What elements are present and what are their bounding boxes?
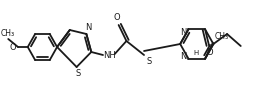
Text: CH₃: CH₃ [215, 32, 229, 41]
Text: CH₃: CH₃ [0, 30, 14, 39]
Text: O: O [10, 42, 16, 52]
Text: S: S [146, 56, 152, 66]
Text: H: H [193, 50, 199, 56]
Text: O: O [113, 14, 120, 22]
Text: N: N [85, 22, 92, 31]
Text: N: N [180, 52, 187, 61]
Text: S: S [76, 69, 81, 78]
Text: N: N [180, 28, 187, 37]
Text: NH: NH [103, 50, 116, 60]
Text: O: O [207, 48, 213, 57]
